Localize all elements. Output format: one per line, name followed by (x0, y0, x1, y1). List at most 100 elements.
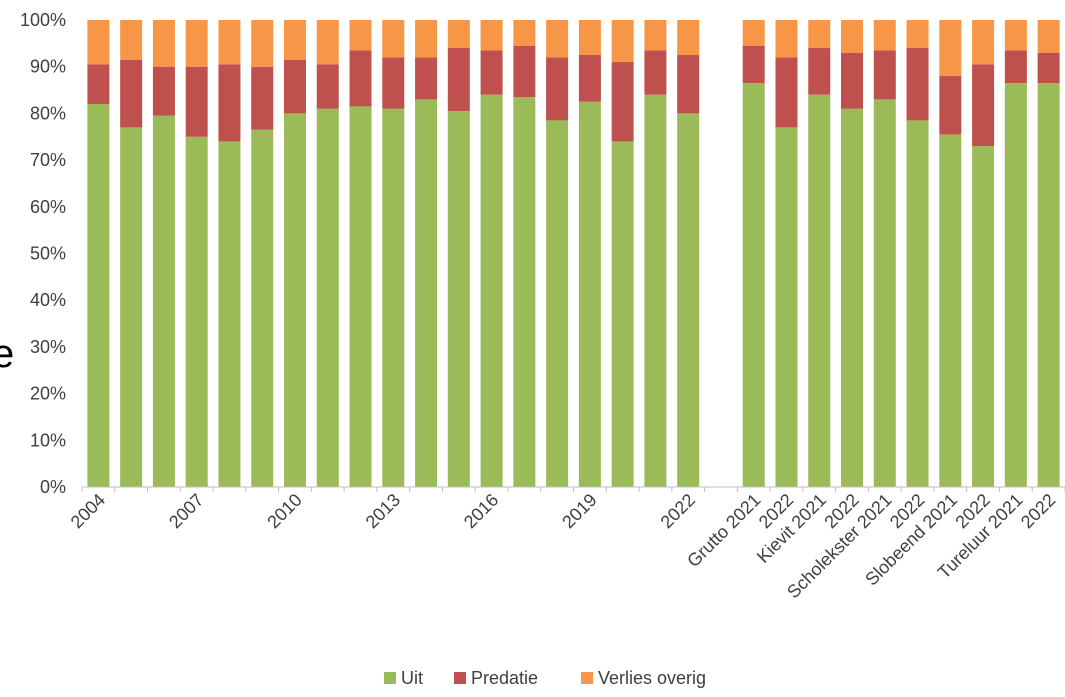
bar-segment-uit (546, 120, 569, 487)
bar-segment-uit (677, 113, 700, 488)
bar-segment-verlies-overig (611, 20, 634, 63)
bar-segment-verlies-overig (939, 20, 962, 77)
x-tick-label: 2004 (67, 490, 109, 532)
bar-segment-predatie (349, 50, 372, 107)
bar-segment-verlies-overig (218, 20, 241, 65)
bar-segment-predatie (972, 64, 995, 147)
legend-swatch-predatie (454, 672, 466, 684)
y-axis: 0% 10% 20% 30% 40% 50% 60% 70% 80% 90% 100% (20, 10, 66, 497)
bar-segment-verlies-overig (677, 20, 700, 56)
bar-segment-predatie (382, 57, 405, 109)
bar-segment-verlies-overig (185, 20, 208, 67)
y-tick-label: 20% (30, 384, 66, 404)
bar-segment-uit (87, 104, 110, 487)
bar-segment-verlies-overig (120, 20, 143, 60)
bar-segment-uit (218, 141, 241, 488)
bar-segment-uit (283, 113, 306, 488)
bar-segment-verlies-overig (841, 20, 864, 53)
bar-segment-uit (349, 106, 372, 488)
bar-segment-uit (1004, 83, 1027, 488)
x-tick-label: 2019 (558, 490, 600, 532)
bar-segment-uit (1037, 83, 1060, 488)
bar-segment-predatie (873, 50, 896, 100)
bar-segment-verlies-overig (873, 20, 896, 51)
legend-label: Verlies overig (598, 668, 706, 688)
bar-segment-predatie (939, 76, 962, 135)
bar-segment-predatie (480, 50, 503, 95)
y-tick-label: 50% (30, 244, 66, 264)
y-tick-label: 60% (30, 197, 66, 217)
bar-segment-verlies-overig (1004, 20, 1027, 51)
bar-segment-uit (742, 83, 765, 488)
bar-segment-verlies-overig (906, 20, 929, 49)
bar-segment-uit (152, 115, 175, 488)
bar-segment-verlies-overig (775, 20, 798, 58)
bar-segment-uit (120, 127, 143, 487)
y-tick-label: 0% (40, 477, 66, 497)
bar-segment-predatie (185, 66, 208, 137)
bar-segment-predatie (316, 64, 339, 109)
bar-segment-predatie (808, 48, 831, 95)
bar-segment-verlies-overig (87, 20, 110, 65)
bar-segment-verlies-overig (1037, 20, 1060, 53)
bar-segment-predatie (611, 62, 634, 142)
bar-segment-predatie (152, 66, 175, 116)
bar-series (87, 20, 1060, 488)
bar-segment-predatie (1004, 50, 1027, 84)
bar-segment-uit (316, 108, 339, 487)
bar-segment-verlies-overig (382, 20, 405, 58)
x-tick-label: 2013 (362, 490, 404, 532)
bar-segment-verlies-overig (152, 20, 175, 67)
y-tick-label: 10% (30, 430, 66, 450)
bar-segment-predatie (742, 45, 765, 84)
bar-segment-verlies-overig (349, 20, 372, 51)
y-tick-label: 40% (30, 290, 66, 310)
bar-segment-uit (611, 141, 634, 488)
y-tick-label: 90% (30, 57, 66, 77)
bar-segment-verlies-overig (546, 20, 569, 58)
bar-segment-verlies-overig (480, 20, 503, 51)
bar-segment-verlies-overig (742, 20, 765, 46)
legend-swatch-verlies-overig (581, 672, 593, 684)
bar-segment-predatie (578, 55, 601, 102)
bar-segment-predatie (775, 57, 798, 128)
bar-segment-uit (775, 127, 798, 487)
bar-segment-predatie (120, 59, 143, 128)
bar-segment-uit (578, 101, 601, 487)
bar-segment-uit (382, 108, 405, 487)
legend-swatch-uit (384, 672, 396, 684)
bar-segment-predatie (218, 64, 241, 142)
bar-segment-verlies-overig (513, 20, 536, 46)
bar-segment-predatie (251, 66, 274, 130)
bar-segment-verlies-overig (808, 20, 831, 49)
bar-segment-predatie (906, 48, 929, 121)
bar-segment-predatie (841, 52, 864, 109)
bar-segment-uit (415, 99, 438, 487)
bar-segment-verlies-overig (578, 20, 601, 56)
legend-label: Uit (401, 668, 423, 688)
bar-segment-verlies-overig (415, 20, 438, 58)
bar-segment-predatie (87, 64, 110, 105)
y-tick-label: 70% (30, 150, 66, 170)
y-tick-label: 80% (30, 103, 66, 123)
bar-segment-uit (644, 94, 667, 487)
bar-segment-uit (972, 146, 995, 487)
bar-segment-verlies-overig (251, 20, 274, 67)
bar-segment-predatie (1037, 52, 1060, 84)
x-tick-label: 2022 (1017, 490, 1059, 532)
bar-segment-predatie (677, 55, 700, 114)
bar-segment-predatie (546, 57, 569, 121)
x-tick-label: 2007 (165, 490, 207, 532)
x-tick-label: 2010 (263, 490, 305, 532)
legend: Uit Predatie Verlies overig (384, 668, 706, 688)
bar-segment-uit (251, 129, 274, 487)
bar-segment-predatie (513, 45, 536, 98)
bar-segment-verlies-overig (972, 20, 995, 65)
bar-segment-uit (906, 120, 929, 487)
y-tick-label: 30% (30, 337, 66, 357)
x-tick-label: 2016 (460, 490, 502, 532)
y-tick-label: 100% (20, 10, 66, 30)
